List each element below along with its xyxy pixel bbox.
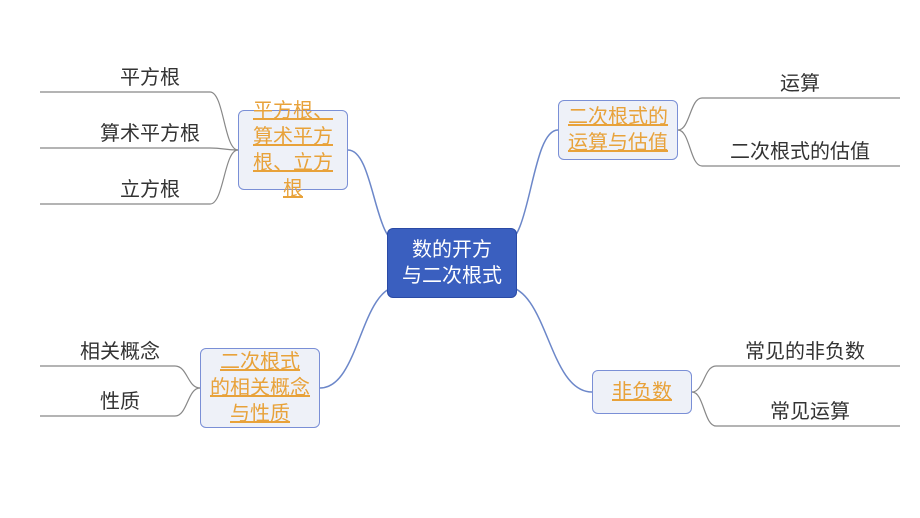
br-tr[interactable]: 二次根式的运算与估值 <box>558 100 678 160</box>
lf-br-1[interactable]: 常见的非负数 <box>720 340 890 364</box>
leaf-label-text: 平方根 <box>120 67 180 89</box>
lf-tl-3[interactable]: 立方根 <box>80 178 220 202</box>
lf-bl-2[interactable]: 性质 <box>60 390 180 414</box>
leaf-label-text: 性质 <box>100 391 140 413</box>
branch-label: 非负数 <box>612 379 672 405</box>
node-layer: 数的开方与二次根式 平方根、算术平方根、立方根 平方根算术平方根立方根二次根式的相关… <box>0 0 920 518</box>
root-label: 数的开方与二次根式 <box>402 237 502 289</box>
leaf-label-text: 相关概念 <box>80 341 160 363</box>
lf-tr-1[interactable]: 运算 <box>740 72 860 96</box>
lf-br-2[interactable]: 常见运算 <box>740 400 880 424</box>
lf-tl-1[interactable]: 平方根 <box>80 66 220 90</box>
br-br[interactable]: 非负数 <box>592 370 692 414</box>
br-bl[interactable]: 二次根式的相关概念与性质 <box>200 348 320 428</box>
lf-tl-2[interactable]: 算术平方根 <box>70 122 230 146</box>
branch-label: 二次根式的运算与估值 <box>568 104 668 156</box>
branch-label: 平方根、算术平方根、立方根 <box>245 98 341 202</box>
leaf-label-text: 立方根 <box>120 179 180 201</box>
leaf-label-text: 二次根式的估值 <box>730 141 870 163</box>
lf-bl-1[interactable]: 相关概念 <box>50 340 190 364</box>
root-node[interactable]: 数的开方与二次根式 <box>387 228 517 298</box>
leaf-label-text: 常见的非负数 <box>745 341 865 363</box>
branch-label: 二次根式的相关概念与性质 <box>210 349 310 427</box>
leaf-label-text: 算术平方根 <box>100 123 200 145</box>
leaf-label-text: 常见运算 <box>770 401 850 423</box>
leaf-label-text: 运算 <box>780 73 820 95</box>
br-tl[interactable]: 平方根、算术平方根、立方根 <box>238 110 348 190</box>
lf-tr-2[interactable]: 二次根式的估值 <box>700 140 900 164</box>
